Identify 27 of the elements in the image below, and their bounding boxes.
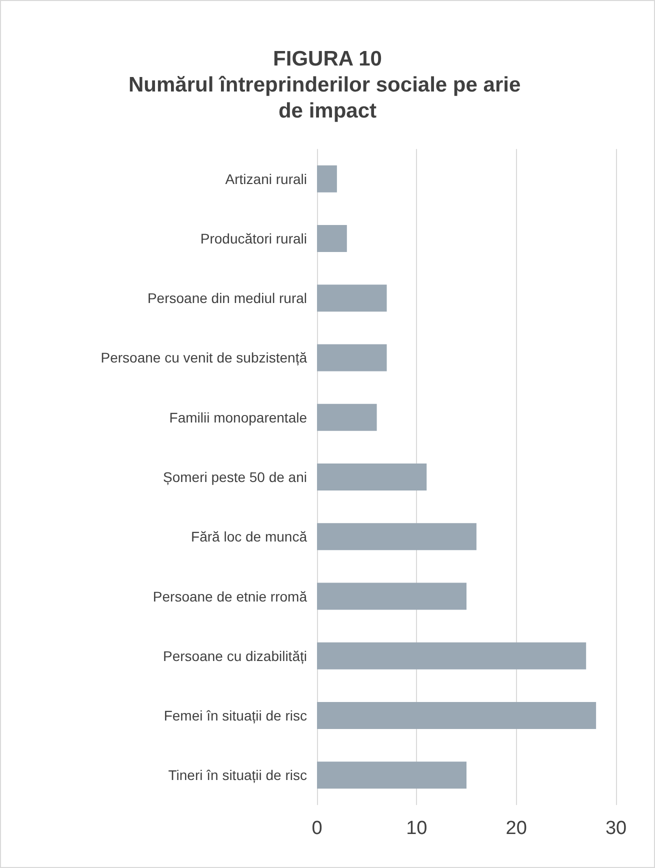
y-tick-label: Tineri în situații de risc xyxy=(168,767,307,784)
bar xyxy=(317,762,466,789)
bar xyxy=(317,224,347,252)
y-tick-label: Persoane de etnie rromă xyxy=(152,588,308,604)
bar xyxy=(317,582,466,610)
x-tick-label: 20 xyxy=(506,818,527,839)
y-tick-label: Persoane cu venit de subzistență xyxy=(100,350,308,366)
x-tick-label: 0 xyxy=(312,818,322,839)
bar xyxy=(317,642,586,670)
y-tick-label: Femei în situații de risc xyxy=(164,708,307,724)
bar xyxy=(317,523,476,550)
y-tick-label: Familii monoparentale xyxy=(169,409,308,426)
bar xyxy=(317,284,387,312)
y-tick-label: Fără loc de muncă xyxy=(191,528,308,545)
y-tick-label: Persoane din mediul rural xyxy=(147,290,307,306)
bar xyxy=(317,165,337,192)
chart-title: FIGURA 10 Numărul întreprinderilor sociale pe arie de impact xyxy=(128,48,526,122)
y-tick-label: Șomeri peste 50 de ani xyxy=(163,469,307,485)
y-tick-label: Artizani rurali xyxy=(225,170,307,187)
bar xyxy=(317,344,387,372)
x-tick-label: 30 xyxy=(605,818,627,839)
bar xyxy=(317,702,596,730)
bar xyxy=(317,404,377,431)
x-tick-label: 10 xyxy=(406,818,428,839)
y-tick-label: Producători rurali xyxy=(200,230,307,246)
bar xyxy=(317,464,427,490)
y-tick-label: Persoane cu dizabilități xyxy=(163,648,307,664)
